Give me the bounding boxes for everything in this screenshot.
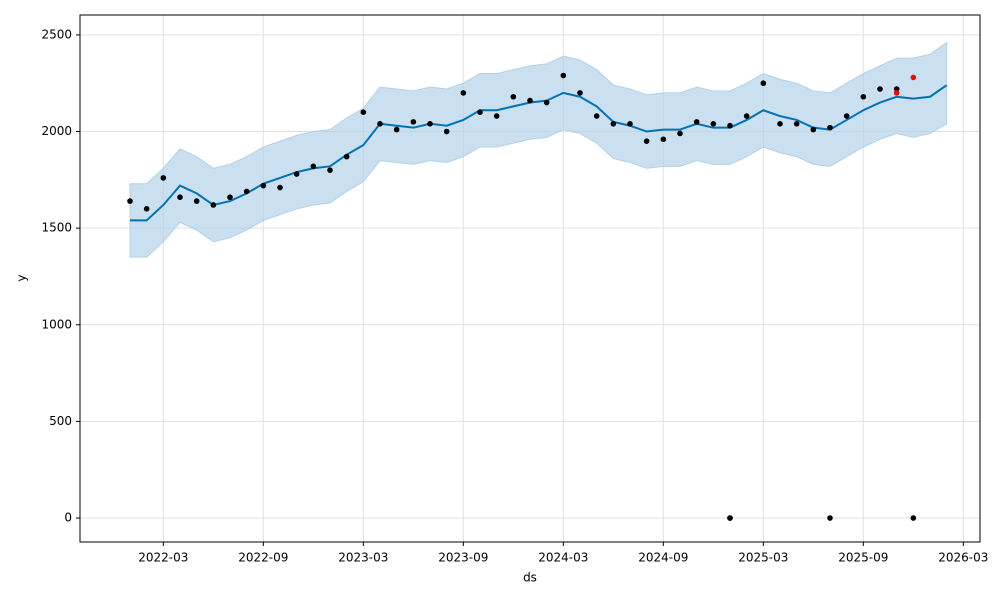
x-tick-label: 2025-03	[738, 551, 788, 565]
data-point	[627, 121, 633, 127]
data-point	[310, 163, 317, 170]
data-point	[227, 194, 233, 201]
data-point	[860, 93, 867, 100]
data-point	[543, 99, 550, 106]
data-point	[493, 113, 500, 119]
data-point	[527, 97, 533, 104]
x-tick-label: 2025-09	[838, 551, 888, 565]
y-tick-label: 2000	[41, 124, 72, 138]
data-point	[327, 167, 333, 173]
x-tick-label: 2023-09	[438, 551, 488, 565]
y-tick-label: 1000	[41, 317, 72, 331]
data-point	[710, 121, 717, 127]
outlier-point	[727, 515, 733, 521]
data-point	[460, 90, 467, 96]
data-point	[177, 194, 183, 201]
y-tick-label: 2500	[41, 27, 72, 41]
data-point	[260, 182, 267, 189]
data-point	[827, 124, 833, 131]
data-point	[593, 113, 600, 119]
data-point	[777, 121, 783, 127]
data-point	[893, 90, 900, 96]
data-point	[293, 171, 300, 177]
y-tick-label: 1500	[41, 221, 72, 235]
data-point	[427, 121, 433, 127]
data-point	[577, 90, 583, 96]
x-tick-label: 2022-03	[138, 551, 188, 565]
x-tick-label: 2022-09	[238, 551, 288, 565]
data-point	[810, 126, 817, 133]
data-point	[893, 86, 900, 92]
data-point	[443, 128, 450, 135]
data-point	[877, 86, 883, 92]
data-point	[510, 93, 517, 100]
data-point	[343, 153, 350, 160]
data-point	[793, 121, 800, 127]
data-point	[410, 119, 417, 125]
data-point	[127, 198, 133, 204]
data-point	[560, 72, 567, 79]
uncertainty-band	[129, 41, 948, 258]
data-point	[243, 188, 250, 195]
y-axis-label: y	[15, 274, 29, 281]
forecast-line	[130, 84, 948, 222]
data-point	[143, 206, 150, 212]
y-tick-label: 0	[64, 511, 72, 525]
data-point	[193, 198, 200, 204]
x-axis-label: ds	[523, 571, 537, 585]
data-point	[643, 138, 650, 144]
x-tick-label: 2023-03	[338, 551, 388, 565]
data-point	[477, 109, 483, 116]
data-point	[377, 121, 383, 127]
data-point	[843, 113, 850, 119]
data-point	[610, 121, 617, 127]
data-point	[277, 184, 283, 191]
data-point	[210, 202, 217, 208]
data-point	[910, 74, 917, 81]
data-point	[360, 109, 367, 116]
data-point	[660, 136, 667, 143]
data-point	[677, 130, 683, 137]
data-point	[760, 80, 767, 87]
data-point	[727, 122, 733, 129]
x-tick-label: 2026-03	[938, 551, 988, 565]
x-tick-label: 2024-03	[538, 551, 588, 565]
data-point	[160, 175, 167, 181]
data-point	[393, 126, 400, 133]
outlier-point	[910, 515, 917, 521]
data-point	[693, 119, 700, 125]
x-tick-label: 2024-09	[638, 551, 688, 565]
y-tick-label: 500	[49, 414, 72, 428]
data-point	[743, 113, 750, 119]
plot-frame	[79, 14, 981, 543]
outlier-point	[827, 515, 833, 521]
